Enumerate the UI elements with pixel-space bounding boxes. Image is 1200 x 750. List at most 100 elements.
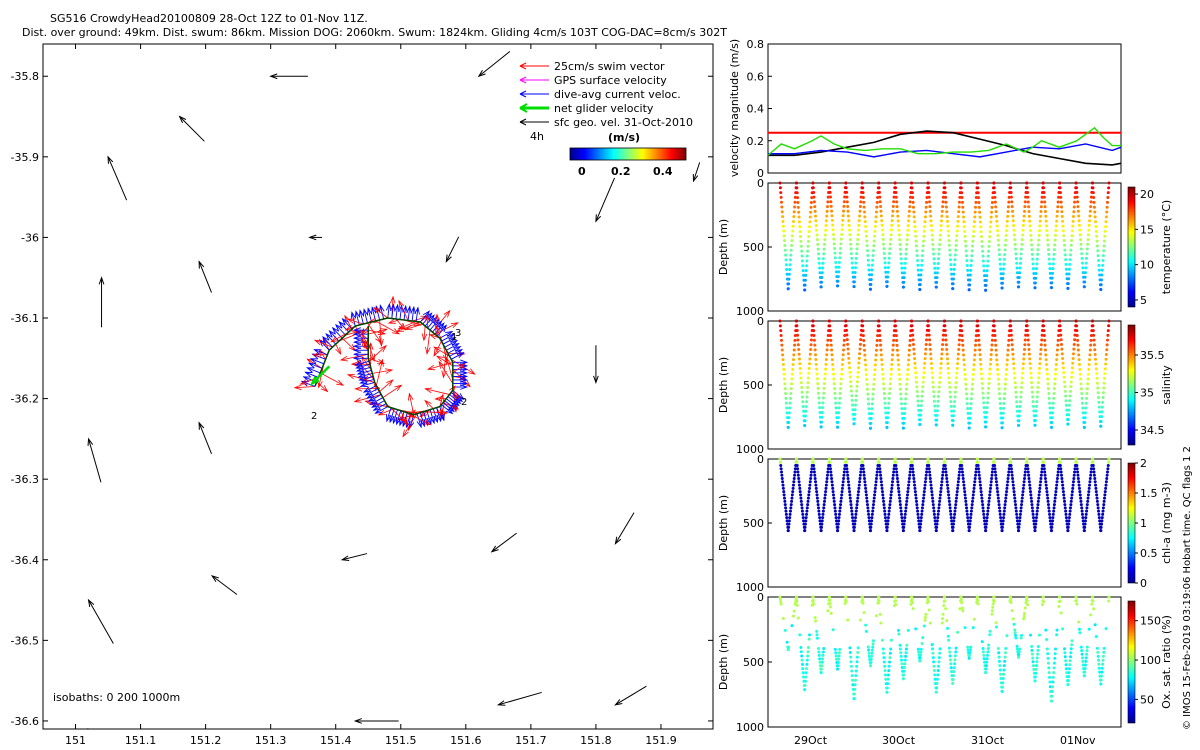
profile-point-2-19-4-0: [1092, 470, 1096, 474]
profile-point-2-8-2-0: [910, 464, 914, 468]
profile-point-1-16-3-0: [1042, 334, 1046, 338]
profile-point-2-0-9-1: [791, 486, 795, 490]
profile-point-1-14-17-0: [1015, 400, 1019, 404]
dac-vector-0-1-head: [302, 376, 311, 382]
profile-point-0-17-14-0: [1063, 248, 1067, 252]
profile-point-2-2-2-0: [812, 464, 816, 468]
profile-point-0-1-12-1: [806, 239, 810, 243]
profile-point-0-1-16-1: [805, 259, 809, 263]
profile-point-3-18-22-1: [1082, 674, 1086, 678]
profile-point-3-15-16-1: [1035, 656, 1039, 660]
profile-point-2-10-7-1: [956, 480, 960, 484]
swim-vector-10-5-shaft: [379, 379, 394, 392]
profile-point-2-16-9-1: [1054, 486, 1058, 490]
profile-point-3-0-2-0: [779, 600, 783, 604]
geo-vector-10-head: [87, 437, 94, 446]
profile-point-0-9-9-1: [939, 224, 943, 228]
profile-point-2-14-19-0: [1015, 519, 1019, 523]
geo-vector-4-head: [692, 173, 699, 183]
swim-vector-3-3: [387, 318, 401, 324]
profile-point-0-11-13-1: [971, 244, 975, 248]
profile-point-0-2-15-1: [822, 252, 826, 256]
profile-point-1-11-12-0: [963, 377, 967, 381]
profile-point-2-19-12-1: [1103, 496, 1107, 500]
profile-point-2-0-11-1: [790, 493, 794, 497]
profile-point-2-6-2-0: [877, 464, 881, 468]
profile-point-2-1-7-1: [808, 480, 812, 484]
profile-point-0-5-7-1: [874, 215, 878, 219]
profile-point-0-5-21-1: [869, 282, 873, 286]
profile-point-2-7-6-1: [907, 477, 911, 481]
profile-point-2-19-6-0: [1093, 477, 1097, 481]
swim-vector-11-3-head: [385, 368, 394, 374]
profile-point-1-19-1-0: [1091, 324, 1095, 328]
swim-vector-8-2-shaft: [424, 400, 434, 409]
profile-point-1-19-18-1: [1100, 405, 1104, 409]
profile-point-1-7-16-0: [899, 397, 903, 401]
profile-point-3-16-22-1: [1049, 699, 1053, 703]
profile-point-2-5-9-1: [873, 486, 877, 490]
profile-point-1-3-2-0: [828, 329, 832, 333]
profile-point-3-13-13-1: [1003, 651, 1007, 655]
profile-point-2-12-3-1: [991, 467, 995, 471]
profile-point-3-18-17-0: [1080, 656, 1084, 660]
profile-point-3-18-9-0: [1077, 627, 1081, 631]
profile-point-0-14-12-0: [1013, 238, 1017, 242]
profile-point-2-15-3-0: [1026, 467, 1030, 471]
profile-point-2-0-3-0: [779, 467, 783, 471]
profile-point-2-15-22-1: [1033, 529, 1037, 533]
profile-point-3-15-2-1: [1040, 603, 1044, 607]
profile-point-3-15-18-0: [1031, 664, 1035, 668]
profile-point-1-14-10-0: [1012, 366, 1016, 370]
profile-point-1-9-13-1: [938, 380, 942, 384]
profile-point-0-11-6-0: [961, 210, 965, 214]
profile-point-0-6-17-0: [883, 261, 887, 265]
profile-point-3-18-16-1: [1085, 652, 1089, 656]
profile-point-1-1-6-1: [809, 348, 813, 352]
profile-point-1-2-6-1: [825, 348, 829, 352]
profile-point-1-11-10-0: [963, 368, 967, 372]
profile-point-3-13-14-1: [1003, 655, 1007, 659]
profile-point-2-8-5-1: [924, 473, 928, 477]
profile-point-3-10-15-0: [948, 654, 952, 658]
profile-point-2-8-15-0: [915, 506, 919, 510]
profile-point-2-8-18-0: [916, 516, 920, 520]
profile-point-1-7-19-0: [900, 411, 904, 415]
profile-point-1-4-9-0: [847, 361, 851, 365]
profile-point-3-3-10-0: [831, 628, 835, 632]
profile-point-0-3-6-1: [842, 209, 846, 213]
profile-point-1-9-4-1: [941, 338, 945, 342]
profile-point-2-17-8-0: [1061, 483, 1065, 487]
profile-point-1-7-3-0: [894, 334, 898, 338]
profile-point-3-19-17-0: [1097, 662, 1101, 666]
profile-point-3-18-5-1: [1089, 613, 1093, 617]
profile-point-1-9-11-0: [930, 371, 934, 375]
profile-point-2-0-15-0: [784, 506, 788, 510]
profile-point-1-1-22-1: [803, 424, 807, 428]
profile-point-1-2-9-1: [824, 362, 828, 366]
profile-point-3-9-21-1: [935, 686, 939, 690]
legend-dac-head: [519, 90, 527, 98]
profile-point-0-11-11-1: [971, 234, 975, 238]
profile-point-2-0-10-1: [791, 490, 795, 494]
map-xtick-label-0: 151: [65, 734, 86, 747]
profile-point-0-17-12-0: [1062, 238, 1066, 242]
profile-point-0-8-17-0: [916, 263, 920, 267]
profile-point-3-4-18-1: [854, 678, 858, 682]
profile-point-0-11-19-1: [968, 273, 972, 277]
profile-point-0-8-4-1: [925, 200, 929, 204]
profile-point-0-16-2-0: [1042, 191, 1046, 195]
profile-point-3-6-13-1: [888, 651, 892, 655]
profile-point-0-15-21-1: [1033, 281, 1037, 285]
profile-point-1-11-7-0: [962, 353, 966, 357]
profile-point-1-18-16-0: [1080, 396, 1084, 400]
profile-point-3-13-15-0: [997, 659, 1001, 663]
profile-point-1-19-6-0: [1093, 348, 1097, 352]
profile-point-1-13-11-1: [1004, 372, 1008, 376]
profile-point-2-8-5-0: [911, 473, 915, 477]
profile-point-1-10-2-0: [943, 328, 947, 332]
profile-point-0-13-19-0: [999, 272, 1003, 276]
profile-point-0-10-5-0: [944, 205, 948, 209]
profile-point-2-2-22-1: [819, 529, 823, 533]
profile-point-1-4-6-0: [846, 347, 850, 351]
